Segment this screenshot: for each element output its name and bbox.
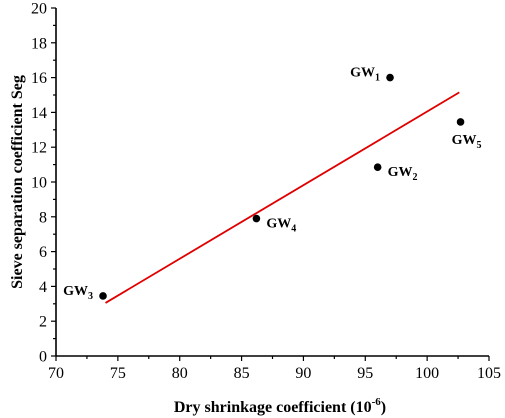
y-tick-label: 4: [39, 279, 47, 296]
y-tick-label: 0: [39, 349, 47, 366]
x-tick-label: 100: [415, 365, 439, 382]
x-tick-label: 70: [48, 365, 64, 382]
y-tick-label: 18: [31, 35, 47, 52]
y-axis: 0 2 4 6 8 10 12 14 16 18 20: [31, 1, 56, 366]
y-tick-label: 8: [39, 209, 47, 226]
y-tick-label: 20: [31, 1, 47, 18]
fit-line-group: [105, 91, 460, 304]
x-tick-label: 75: [110, 365, 126, 382]
x-axis: 70 75 80 85 90 95 100 105: [48, 356, 501, 382]
linear-fit-line: [105, 91, 460, 304]
x-tick-label: 90: [295, 365, 311, 382]
x-tick-label: 80: [172, 365, 188, 382]
x-tick-label: 95: [357, 365, 373, 382]
data-point: [386, 73, 394, 82]
data-point-label: GW2: [388, 165, 418, 183]
x-tick-label: 105: [477, 365, 501, 382]
data-point: [456, 118, 465, 126]
data-point: [99, 292, 107, 300]
y-tick-label: 2: [39, 314, 47, 331]
data-points: GW1 GW2 GW3 GW4 GW5: [63, 66, 481, 302]
y-tick-label: 14: [31, 105, 47, 122]
x-axis-title: Dry shrinkage coefficient (10-6): [174, 396, 386, 416]
y-tick-label: 10: [31, 175, 47, 192]
data-point-label: GW5: [452, 133, 482, 151]
plot-area: [55, 8, 489, 357]
x-tick-label: 85: [234, 365, 250, 382]
data-point: [373, 163, 382, 172]
y-axis-title: Sieve separation coefficient Seg: [9, 75, 26, 289]
data-point-label: GW3: [63, 284, 93, 302]
data-point: [252, 214, 261, 223]
y-tick-label: 16: [31, 70, 47, 87]
data-point-label: GW4: [266, 217, 296, 235]
y-tick-label: 6: [39, 244, 47, 261]
y-tick-label: 12: [31, 140, 47, 157]
data-point-label: GW1: [350, 66, 380, 84]
